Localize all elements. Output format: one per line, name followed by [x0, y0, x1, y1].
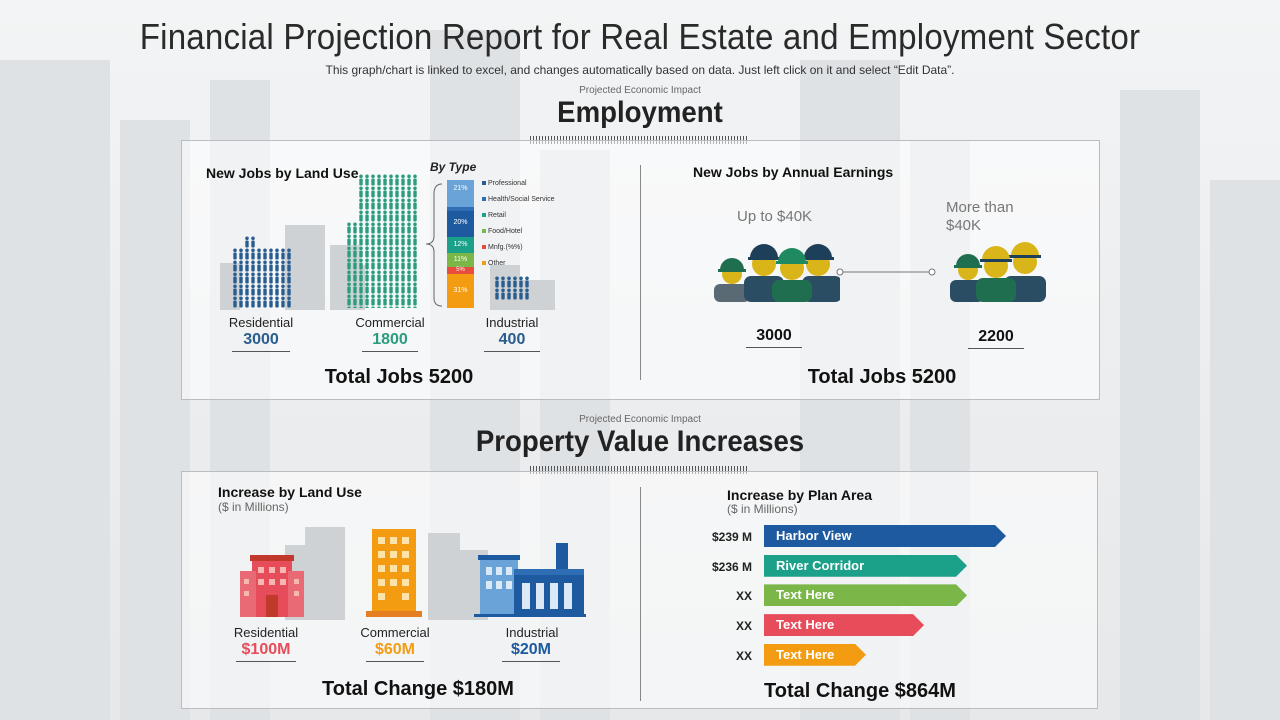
plan-area-row: XX Text Here — [700, 644, 1020, 668]
jobs-land-use-total: Total Jobs 5200 — [324, 366, 474, 388]
by-type-label: By Type — [430, 160, 477, 174]
property-heading-rule — [530, 466, 748, 474]
plan-area-row: XX Text Here — [700, 614, 1020, 638]
property-buildings-illustration — [240, 527, 586, 620]
earnings-low-label: Up to $40K — [737, 208, 813, 225]
jobs-industrial-label: Industrial — [485, 315, 539, 330]
property-kicker: Projected Economic Impact — [579, 414, 701, 425]
jobs-earnings-total: Total Jobs 5200 — [807, 366, 957, 388]
type-segment: 12% — [447, 237, 474, 253]
increase-plan-area-label: Increase by Plan Area — [727, 487, 873, 503]
type-segment: 11% — [447, 253, 474, 267]
employment-kicker: Projected Economic Impact — [579, 85, 701, 96]
property-commercial-label: Commercial — [360, 625, 430, 640]
jobs-industrial-value: 400 — [484, 331, 540, 352]
plan-area-row: $236 M River Corridor — [700, 555, 1020, 579]
plan-area-row: XX Text Here — [700, 584, 1020, 608]
property-industrial-label: Industrial — [505, 625, 559, 640]
plan-area-value: XX — [735, 589, 752, 604]
plan-area-row: $239 M Harbor View — [700, 525, 1020, 549]
legend-item: Other — [482, 260, 506, 267]
type-bracket — [425, 183, 443, 307]
type-segment: 20% — [447, 211, 474, 237]
increase-land-use-label: Increase by Land Use — [218, 484, 362, 500]
residential-people-icon — [232, 236, 292, 308]
plan-area-bar: Text Here — [764, 584, 967, 606]
jobs-residential-label: Residential — [228, 315, 294, 330]
increase-plan-area-unit: ($ in Millions) — [727, 502, 798, 516]
legend-item: Food/Hotel — [482, 228, 522, 235]
legend-item: Mnfg.(%%) — [482, 244, 523, 251]
type-segment — [447, 207, 474, 211]
earnings-high-value: 2200 — [968, 328, 1024, 349]
page-title: Financial Projection Report for Real Est… — [139, 16, 1141, 57]
plan-area-bar: Harbor View — [764, 525, 1006, 547]
property-industrial-value: $20M — [502, 641, 560, 662]
jobs-commercial-label: Commercial — [355, 315, 425, 330]
earnings-high-label: More than $40K — [946, 199, 1014, 234]
legend-item: Professional — [482, 180, 527, 187]
plan-area-value: XX — [735, 619, 752, 634]
workers-low-earnings-icon — [714, 244, 840, 302]
by-type-stacked-bar: 21% 20% 12% 11% 5% 31% — [447, 180, 474, 308]
plan-area-bar: Text Here — [764, 644, 866, 666]
plan-area-value: $236 M — [711, 559, 752, 574]
jobs-commercial-value: 1800 — [362, 331, 418, 352]
type-segment: 31% — [447, 274, 474, 308]
plan-area-bar-chart: $239 M Harbor View $236 M River Corridor XX T… — [700, 525, 1020, 675]
commercial-people-icon — [346, 174, 418, 308]
type-segment: 21% — [447, 180, 474, 207]
earnings-connector — [836, 268, 936, 276]
property-residential-label: Residential — [233, 625, 299, 640]
property-plan-area-total: Total Change $864M — [764, 680, 956, 702]
legend-item: Health/Social Service — [482, 196, 555, 203]
type-segment: 5% — [447, 267, 474, 274]
employment-divider — [640, 165, 641, 380]
increase-land-use-unit: ($ in Millions) — [218, 500, 289, 514]
property-divider — [640, 487, 641, 701]
property-heading: Property Value Increases — [475, 425, 805, 458]
workers-high-earnings-icon — [950, 242, 1046, 302]
property-land-use-total: Total Change $180M — [322, 678, 514, 700]
jobs-earnings-label: New Jobs by Annual Earnings — [693, 164, 894, 180]
jobs-residential-value: 3000 — [232, 331, 290, 352]
plan-area-bar: Text Here — [764, 614, 924, 636]
property-residential-value: $100M — [236, 641, 296, 662]
jobs-land-use-label: New Jobs by Land Use — [206, 165, 359, 181]
property-commercial-value: $60M — [366, 641, 424, 662]
employment-heading: Employment — [557, 96, 723, 129]
page-subtitle: This graph/chart is linked to excel, and… — [325, 63, 955, 77]
plan-area-value: $239 M — [711, 530, 752, 544]
plan-area-bar: River Corridor — [764, 555, 967, 577]
industrial-people-icon — [494, 276, 530, 300]
plan-area-value: XX — [735, 648, 752, 663]
by-type-legend: Professional Health/Social Service Retai… — [482, 180, 572, 270]
earnings-low-value: 3000 — [746, 327, 802, 348]
legend-item: Retail — [482, 212, 506, 219]
